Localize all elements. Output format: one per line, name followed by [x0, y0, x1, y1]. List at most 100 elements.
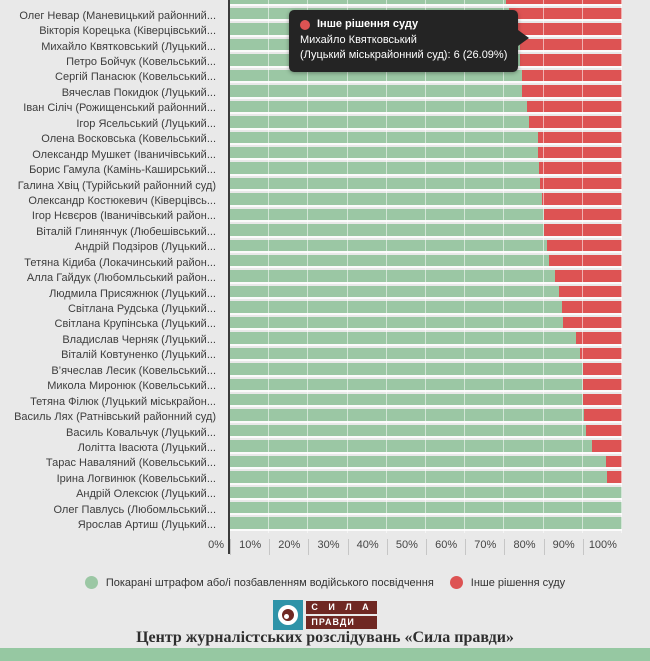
bar-green-segment[interactable]	[230, 116, 530, 128]
bar-green-segment[interactable]	[230, 208, 544, 221]
bar-red-segment[interactable]	[575, 332, 622, 344]
bar-row: Тарас Наваляний (Ковельський...	[0, 455, 650, 471]
bar-red-segment[interactable]	[509, 8, 622, 20]
judge-label: Ігор Нєвєров (Іваничівський район...	[31, 210, 216, 223]
judge-label: Тетяна Кідиба (Локачинський район...	[24, 256, 216, 269]
bar-green-segment[interactable]	[230, 285, 559, 298]
logo-text-sila: С И Л А	[306, 601, 377, 614]
bar-red-segment[interactable]	[579, 347, 622, 360]
bar-green-segment[interactable]	[230, 193, 542, 205]
bar-red-segment[interactable]	[549, 255, 622, 267]
bar-green-segment[interactable]	[230, 393, 583, 406]
judge-label: Ірина Логвинюк (Ковельський...	[56, 472, 216, 485]
bar-row	[0, 0, 650, 8]
bar-row: Тетяна Кідиба (Локачинський район...	[0, 255, 650, 270]
bar-green-segment[interactable]	[230, 440, 592, 452]
bar-row: Сергій Панасюк (Ковельський...	[0, 69, 650, 85]
bar-red-segment[interactable]	[537, 146, 622, 159]
bar-track	[230, 85, 622, 99]
bar-chart-rows: Олег Невар (Маневицький районний... Вікто…	[0, 0, 650, 532]
bar-green-segment[interactable]	[230, 424, 586, 437]
bar-red-segment[interactable]	[583, 409, 622, 421]
bar-row: Микола Миронюк (Ковельський...	[0, 378, 650, 394]
bar-red-segment[interactable]	[538, 162, 622, 174]
bar-green-segment[interactable]	[230, 409, 584, 421]
bar-row: Тетяна Філюк (Луцький міськрайон...	[0, 393, 650, 409]
judge-label: Олег Павлусь (Любомльський...	[53, 503, 217, 516]
bar-green-segment[interactable]	[230, 301, 563, 313]
bar-green-segment[interactable]	[230, 239, 548, 251]
bar-row: Ірина Логвинюк (Ковельський...	[0, 471, 650, 486]
bar-green-segment[interactable]	[230, 255, 550, 267]
judge-label: Вячеслав Покидюк (Луцький...	[61, 86, 216, 99]
bar-red-segment[interactable]	[562, 316, 622, 329]
bar-red-segment[interactable]	[519, 38, 622, 51]
x-axis-tick-80: 80%	[504, 539, 543, 555]
bar-red-segment[interactable]	[547, 239, 622, 251]
bar-green-segment[interactable]	[230, 332, 576, 344]
bar-red-segment[interactable]	[605, 455, 622, 468]
bar-track	[230, 455, 622, 470]
bar-row: Олена Восковська (Ковельський...	[0, 131, 650, 147]
bar-row: Віталій Ковтуненко (Луцький...	[0, 347, 650, 363]
logo-text-pravdy: ПРАВДИ	[306, 616, 377, 629]
bar-track	[230, 517, 622, 531]
bar-red-segment[interactable]	[543, 208, 622, 221]
bar-green-segment[interactable]	[230, 486, 622, 498]
bar-track	[230, 116, 622, 130]
bar-green-segment[interactable]	[230, 85, 523, 97]
tooltip: Інше рішення суду Михайло Квятковський (…	[289, 10, 530, 72]
legend-item-red[interactable]: Інше рішення суду	[449, 576, 565, 589]
bar-green-segment[interactable]	[230, 270, 555, 282]
bar-green-segment[interactable]	[230, 502, 622, 514]
bar-red-segment[interactable]	[527, 100, 622, 113]
bar-red-segment[interactable]	[520, 54, 622, 66]
bar-green-segment[interactable]	[230, 131, 538, 143]
judge-label: Іван Сіліч (Рожищенський районний...	[23, 102, 216, 115]
bar-row: Ярослав Артиш (Луцький...	[0, 517, 650, 532]
bar-green-segment[interactable]	[230, 471, 608, 483]
judge-label: Петро Бойчук (Ковельський...	[66, 56, 216, 69]
bar-red-segment[interactable]	[522, 69, 622, 82]
bar-red-segment[interactable]	[522, 85, 622, 97]
bar-track	[230, 486, 622, 500]
bar-red-segment[interactable]	[541, 193, 622, 205]
bar-green-segment[interactable]	[230, 224, 544, 236]
bar-green-segment[interactable]	[230, 347, 580, 360]
bar-green-segment[interactable]	[230, 378, 583, 390]
bar-green-segment[interactable]	[230, 316, 563, 329]
bar-red-segment[interactable]	[582, 393, 622, 406]
sila-pravdy-logo: С И Л А ПРАВДИ	[0, 600, 650, 630]
bar-row: Олег Павлусь (Любомльський...	[0, 502, 650, 517]
bar-red-segment[interactable]	[505, 0, 622, 4]
bar-track	[230, 193, 622, 207]
judge-label: Тарас Наваляний (Ковельський...	[45, 457, 216, 470]
bar-green-segment[interactable]	[230, 162, 539, 174]
bar-green-segment[interactable]	[230, 69, 523, 82]
bar-green-segment[interactable]	[230, 0, 506, 4]
bar-green-segment[interactable]	[230, 100, 528, 113]
bar-red-segment[interactable]	[540, 177, 622, 190]
bar-red-segment[interactable]	[607, 471, 622, 483]
bar-green-segment[interactable]	[230, 177, 541, 190]
bar-red-segment[interactable]	[558, 285, 622, 298]
bar-row: Василь Лях (Ратнівський районний суд)	[0, 409, 650, 424]
bar-red-segment[interactable]	[582, 363, 622, 375]
bar-green-segment[interactable]	[230, 517, 622, 529]
legend-red-dot-icon	[449, 576, 463, 589]
bar-red-segment[interactable]	[582, 378, 622, 390]
bar-red-segment[interactable]	[562, 301, 622, 313]
bar-green-segment[interactable]	[230, 146, 538, 159]
bar-red-segment[interactable]	[529, 116, 622, 128]
bar-red-segment[interactable]	[514, 23, 622, 35]
legend-item-green[interactable]: Покарані штрафом або/і позбавленням воді…	[84, 576, 434, 589]
bar-green-segment[interactable]	[230, 363, 583, 375]
bar-red-segment[interactable]	[591, 440, 622, 452]
bar-red-segment[interactable]	[543, 224, 622, 236]
judge-label: В’ячеслав Лесик (Ковельський...	[51, 364, 216, 377]
bar-row: Алла Гайдук (Любомльський район...	[0, 270, 650, 285]
bar-red-segment[interactable]	[537, 131, 622, 143]
bar-red-segment[interactable]	[554, 270, 622, 282]
bar-green-segment[interactable]	[230, 455, 606, 468]
bar-red-segment[interactable]	[585, 424, 622, 437]
